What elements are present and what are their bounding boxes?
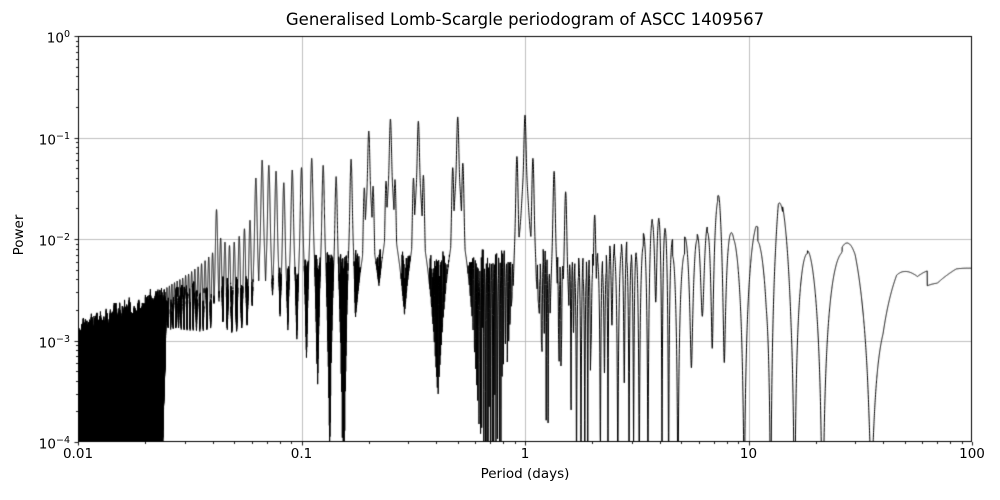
x-tick-label: 0.01	[62, 446, 94, 462]
y-tick-label: 10−2	[38, 232, 70, 250]
x-axis-label: Period (days)	[480, 466, 570, 482]
y-tick-label: 10−3	[38, 333, 70, 352]
x-tick-label: 0.1	[290, 446, 313, 462]
x-tick-label: 100	[959, 446, 985, 462]
x-tick-label: 10	[739, 446, 758, 462]
y-tick-label: 10−4	[38, 435, 70, 453]
x-tick-label: 1	[520, 446, 530, 462]
y-tick-label: 100	[46, 29, 70, 47]
chart-title: Generalised Lomb-Scargle periodogram of …	[285, 10, 765, 29]
y-tick-label: 10−1	[38, 130, 70, 149]
